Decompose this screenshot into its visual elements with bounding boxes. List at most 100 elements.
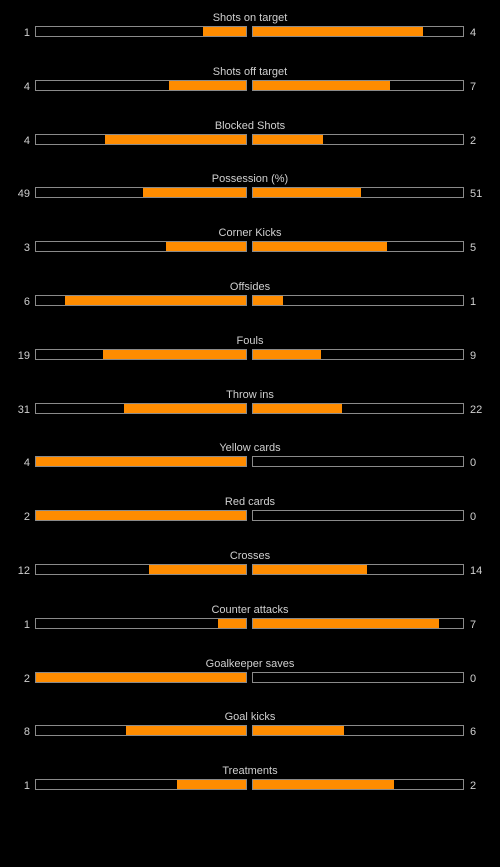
away-bar-fill bbox=[253, 27, 424, 36]
stat-label: Throw ins bbox=[226, 388, 274, 401]
stat-label: Goal kicks bbox=[224, 711, 276, 724]
home-bar bbox=[35, 241, 247, 253]
stat-label: Offsides bbox=[229, 280, 271, 293]
home-value: 4 bbox=[23, 457, 30, 470]
away-value: 0 bbox=[470, 457, 477, 470]
away-value: 2 bbox=[470, 780, 477, 793]
stat-row-goalkeeper-saves: Goalkeeper saves 2 0 bbox=[0, 657, 500, 711]
stat-label: Crosses bbox=[229, 549, 271, 562]
stat-label: Fouls bbox=[236, 334, 264, 347]
away-bar bbox=[252, 26, 464, 37]
home-bar bbox=[35, 510, 247, 522]
home-bar bbox=[35, 133, 247, 145]
home-value: 1 bbox=[23, 618, 30, 631]
home-value: 2 bbox=[23, 511, 30, 524]
away-bar-fill bbox=[253, 295, 284, 305]
away-bar-fill bbox=[253, 726, 345, 736]
stat-row-offsides: Offsides 6 1 bbox=[0, 280, 500, 334]
stat-row-shots-off-target: Shots off target 4 7 bbox=[0, 65, 500, 119]
stat-label: Treatments bbox=[222, 765, 278, 778]
stat-row-treatments: Treatments 1 2 bbox=[0, 764, 500, 818]
stat-label: Shots off target bbox=[212, 65, 288, 78]
home-value: 4 bbox=[23, 134, 30, 147]
away-bar bbox=[252, 779, 464, 791]
home-bar bbox=[35, 26, 247, 37]
stat-row-goal-kicks: Goal kicks 8 6 bbox=[0, 710, 500, 764]
stat-row-crosses: Crosses 12 14 bbox=[0, 549, 500, 603]
away-bar bbox=[252, 563, 464, 575]
away-value: 0 bbox=[470, 672, 477, 685]
away-bar bbox=[252, 133, 464, 145]
away-value: 2 bbox=[470, 134, 477, 147]
home-bar-fill bbox=[124, 403, 246, 413]
home-value: 8 bbox=[23, 726, 30, 739]
stat-row-corner-kicks: Corner Kicks 3 5 bbox=[0, 226, 500, 280]
home-bar bbox=[35, 187, 247, 199]
away-bar bbox=[252, 348, 464, 360]
home-bar-fill bbox=[36, 457, 246, 467]
away-bar-fill bbox=[253, 349, 322, 359]
away-bar-fill bbox=[253, 134, 324, 144]
away-bar-fill bbox=[253, 403, 343, 413]
stat-label: Corner Kicks bbox=[218, 227, 282, 240]
home-bar-fill bbox=[149, 564, 246, 574]
home-value: 1 bbox=[23, 780, 30, 793]
match-stats-list: Shots on target 1 4 Shots off target 4 7 Block… bbox=[0, 11, 500, 818]
away-value: 1 bbox=[470, 295, 477, 308]
away-value: 4 bbox=[470, 27, 477, 39]
home-bar-fill bbox=[202, 27, 246, 36]
home-bar-fill bbox=[169, 80, 246, 90]
away-bar-fill bbox=[253, 564, 368, 574]
away-bar bbox=[252, 402, 464, 414]
away-bar-fill bbox=[253, 80, 390, 90]
stat-row-counter-attacks: Counter attacks 1 7 bbox=[0, 603, 500, 657]
stat-row-blocked-shots: Blocked Shots 4 2 bbox=[0, 119, 500, 173]
stat-row-yellow-cards: Yellow cards 4 0 bbox=[0, 441, 500, 495]
away-bar bbox=[252, 671, 464, 683]
home-bar bbox=[35, 563, 247, 575]
away-bar bbox=[252, 294, 464, 306]
home-bar bbox=[35, 779, 247, 791]
home-value: 31 bbox=[17, 403, 30, 416]
home-bar bbox=[35, 725, 247, 737]
home-value: 6 bbox=[23, 295, 30, 308]
home-value: 49 bbox=[17, 188, 30, 201]
home-bar-fill bbox=[105, 134, 246, 144]
stat-row-throw-ins: Throw ins 31 22 bbox=[0, 388, 500, 442]
stat-row-red-cards: Red cards 2 0 bbox=[0, 495, 500, 549]
stat-label: Blocked Shots bbox=[214, 119, 286, 132]
home-bar-fill bbox=[36, 672, 246, 682]
away-value: 0 bbox=[470, 511, 477, 524]
home-bar-fill bbox=[126, 726, 246, 736]
away-bar bbox=[252, 241, 464, 253]
away-bar bbox=[252, 725, 464, 737]
stat-row-possession: Possession (%) 49 51 bbox=[0, 172, 500, 226]
home-value: 1 bbox=[23, 27, 30, 39]
stat-row-fouls: Fouls 19 9 bbox=[0, 334, 500, 388]
away-value: 5 bbox=[470, 242, 477, 255]
away-bar-fill bbox=[253, 780, 394, 790]
home-value: 3 bbox=[23, 242, 30, 255]
home-value: 12 bbox=[17, 564, 30, 577]
stat-label: Red cards bbox=[224, 496, 276, 509]
home-bar bbox=[35, 402, 247, 414]
stat-label: Yellow cards bbox=[219, 442, 281, 455]
home-value: 4 bbox=[23, 80, 30, 93]
away-bar bbox=[252, 187, 464, 199]
home-bar-fill bbox=[103, 349, 246, 359]
away-value: 51 bbox=[470, 188, 483, 201]
home-value: 2 bbox=[23, 672, 30, 685]
away-value: 9 bbox=[470, 349, 477, 362]
away-bar bbox=[252, 456, 464, 468]
away-value: 22 bbox=[470, 403, 483, 416]
stat-row-shots-on-target: Shots on target 1 4 bbox=[0, 11, 500, 65]
away-value: 7 bbox=[470, 80, 477, 93]
home-bar-fill bbox=[143, 188, 246, 198]
away-value: 7 bbox=[470, 618, 477, 631]
away-bar bbox=[252, 617, 464, 629]
stat-label: Goalkeeper saves bbox=[205, 657, 295, 670]
home-bar bbox=[35, 617, 247, 629]
home-bar bbox=[35, 348, 247, 360]
home-bar bbox=[35, 294, 247, 306]
home-bar bbox=[35, 671, 247, 683]
